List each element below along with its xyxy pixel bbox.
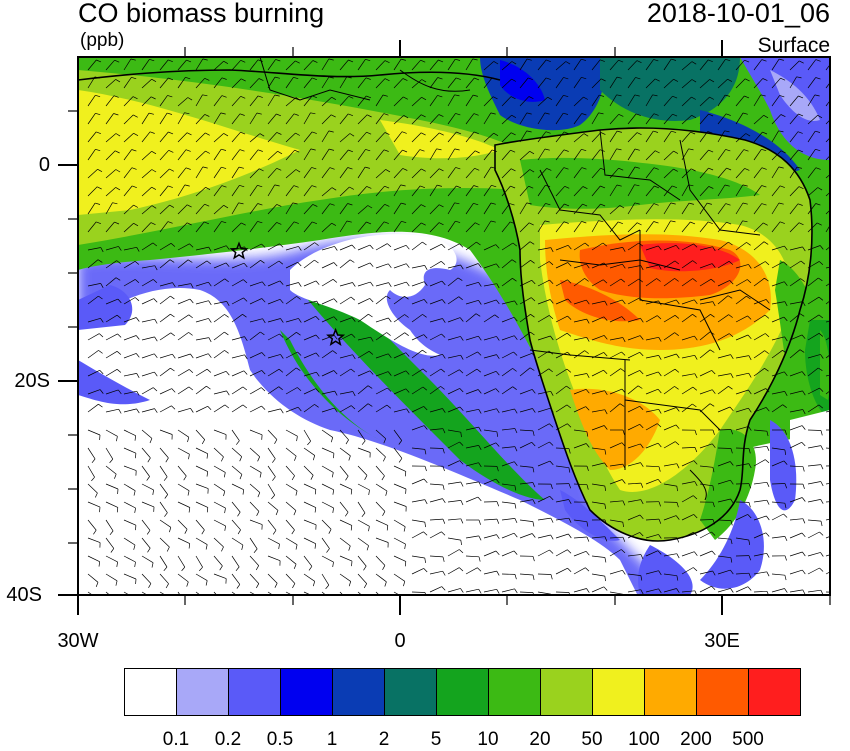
colorbar-swatch [592,668,645,716]
units-label: (ppb) [80,30,124,52]
colorbar-swatch [228,668,281,716]
datetime-label: 2018-10-01_06 [647,0,830,29]
colorbar-label: 0.2 [203,729,253,751]
colorbar-swatch [124,668,177,716]
colorbar-swatch [280,668,333,716]
colorbar-label: 10 [463,729,513,751]
colorbar-swatch [748,668,801,716]
colorbar-label: 2 [359,729,409,751]
lon-label-30w: 30W [48,630,108,653]
colorbar-swatch [384,668,437,716]
lat-label-20s: 20S [6,370,50,393]
colorbar-swatch [696,668,749,716]
colorbar-swatch [644,668,697,716]
colorbar-label: 0.1 [151,729,201,751]
colorbar-swatch [540,668,593,716]
lat-label-0: 0 [6,154,50,177]
colorbar-label: 50 [567,729,617,751]
colorbar-label: 500 [723,729,773,751]
colorbar-swatch [332,668,385,716]
colorbar-label: 200 [671,729,721,751]
map-title: CO biomass burning [78,0,324,29]
colorbar-label: 0.5 [255,729,305,751]
lon-label-0: 0 [370,630,430,653]
map-field [78,57,841,607]
colorbar-label: 5 [411,729,461,751]
colorbar-label: 1 [307,729,357,751]
lon-label-30e: 30E [692,630,752,653]
colorbar-swatch [488,668,541,716]
colorbar-swatch [176,668,229,716]
colorbar-label: 100 [619,729,669,751]
colorbar-swatch [436,668,489,716]
colorbar-label: 20 [515,729,565,751]
lat-label-40s: 40S [0,584,42,607]
level-label: Surface [758,34,830,58]
